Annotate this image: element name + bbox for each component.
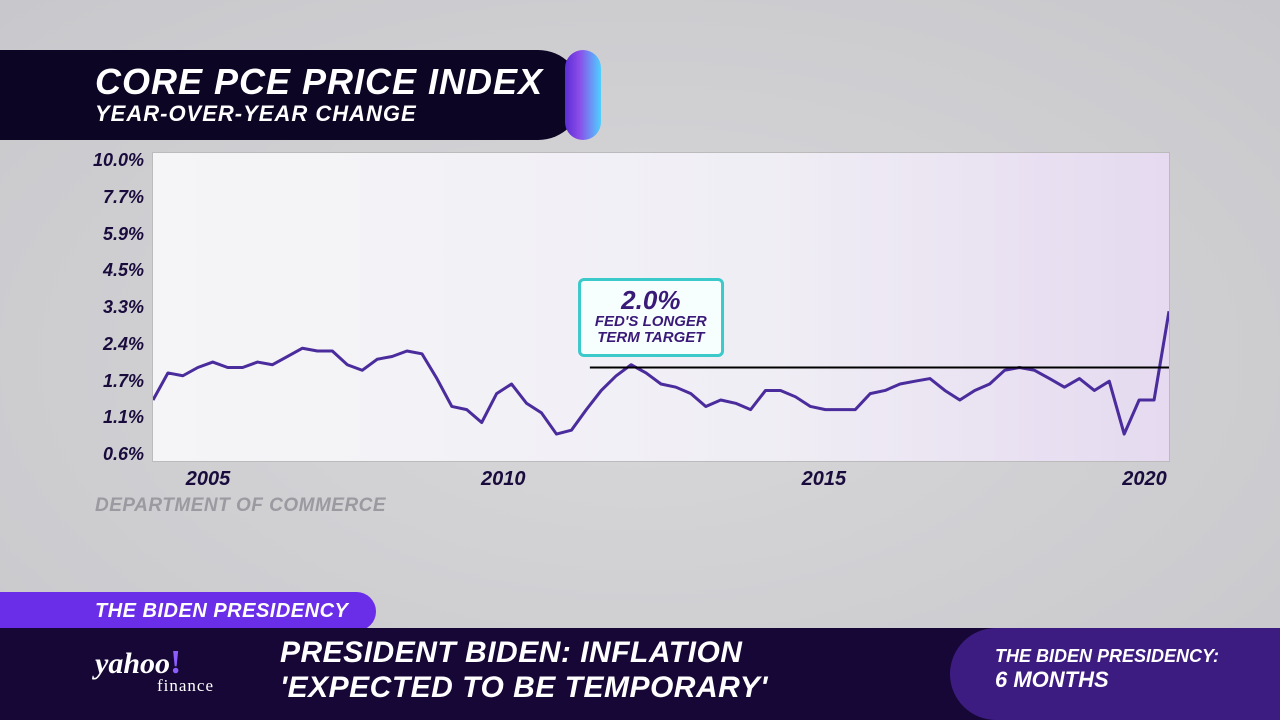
headline: PRESIDENT BIDEN: INFLATION 'EXPECTED TO … (280, 636, 768, 705)
callout-value: 2.0% (595, 287, 707, 314)
y-tick: 10.0% (74, 150, 144, 171)
y-tick: 4.5% (74, 260, 144, 281)
right-badge-line-1: THE BIDEN PRESIDENCY: (995, 646, 1260, 667)
logo-subtext: finance (157, 676, 214, 696)
y-tick: 7.7% (74, 187, 144, 208)
x-tick: 2015 (802, 468, 847, 491)
target-callout: 2.0% FED'S LONGER TERM TARGET (578, 278, 724, 357)
y-tick: 1.1% (74, 407, 144, 428)
y-tick: 5.9% (74, 224, 144, 245)
chart-subtitle: YEAR-OVER-YEAR CHANGE (95, 101, 543, 127)
x-tick: 2005 (186, 468, 231, 491)
topic-pill: THE BIDEN PRESIDENCY (0, 592, 376, 631)
title-banner: CORE PCE PRICE INDEX YEAR-OVER-YEAR CHAN… (0, 50, 583, 140)
right-badge-line-2: 6 MONTHS (995, 667, 1260, 693)
headline-line-1: PRESIDENT BIDEN: INFLATION (280, 636, 768, 671)
chart-source: DEPARTMENT OF COMMERCE (95, 495, 386, 517)
title-text-group: CORE PCE PRICE INDEX YEAR-OVER-YEAR CHAN… (95, 63, 543, 127)
y-tick: 2.4% (74, 334, 144, 355)
right-badge: THE BIDEN PRESIDENCY: 6 MONTHS (950, 628, 1280, 720)
y-tick: 3.3% (74, 297, 144, 318)
y-tick: 0.6% (74, 444, 144, 465)
x-axis: 2005 2010 2015 2020 (152, 468, 1170, 492)
callout-label-1: FED'S LONGER (595, 314, 707, 330)
callout-label-2: TERM TARGET (595, 330, 707, 346)
y-tick: 1.7% (74, 371, 144, 392)
headline-line-2: 'EXPECTED TO BE TEMPORARY' (280, 671, 768, 706)
y-axis: 10.0% 7.7% 5.9% 4.5% 3.3% 2.4% 1.7% 1.1% 0.6% (74, 150, 144, 465)
network-logo: yahoo! finance (95, 644, 214, 696)
lower-third: THE BIDEN PRESIDENCY yahoo! finance PRES… (0, 580, 1280, 720)
chart-title: CORE PCE PRICE INDEX (95, 63, 543, 101)
x-tick: 2020 (1122, 468, 1167, 491)
x-tick: 2010 (481, 468, 526, 491)
chart-container: 10.0%7.7%5.9%4.5%3.3%2.4%1.7%1.1%0.6% 20… (80, 150, 1170, 510)
